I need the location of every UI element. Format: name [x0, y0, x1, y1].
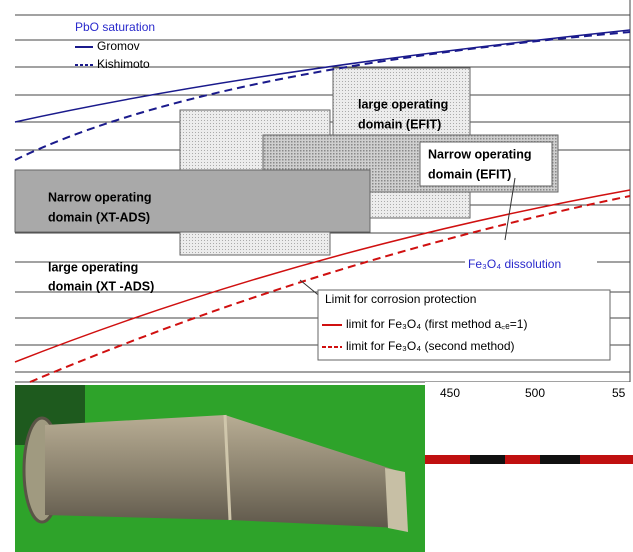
label: domain (EFIT)	[358, 117, 441, 131]
label: large operating	[358, 97, 448, 111]
fe3o4-title: Fe₃O₄ dissolution	[468, 257, 561, 271]
screenshot: PbO saturation Gromov Kishimoto large op…	[0, 0, 633, 552]
pbo-title: PbO saturation	[75, 20, 155, 34]
x-tick-label: 500	[525, 386, 545, 400]
label: Narrow operating	[428, 147, 532, 161]
x-tick-label: 55	[612, 386, 626, 400]
photo	[15, 385, 425, 552]
legend-entry: Gromov	[97, 39, 140, 53]
label: domain (XT-ADS)	[48, 210, 150, 224]
label: domain (EFIT)	[428, 167, 511, 181]
label: Narrow operating	[48, 190, 152, 204]
legend-entry: limit for Fe₃O₄ (second method)	[346, 339, 515, 353]
legend-title: Limit for corrosion protection	[325, 292, 476, 306]
x-tick-label: 450	[440, 386, 460, 400]
label: large operating	[48, 260, 138, 274]
legend-entry: Kishimoto	[97, 57, 150, 71]
label: domain (XT -ADS)	[48, 279, 154, 293]
legend-entry: limit for Fe₃O₄ (first method a꜀ₑ=1)	[346, 317, 527, 331]
